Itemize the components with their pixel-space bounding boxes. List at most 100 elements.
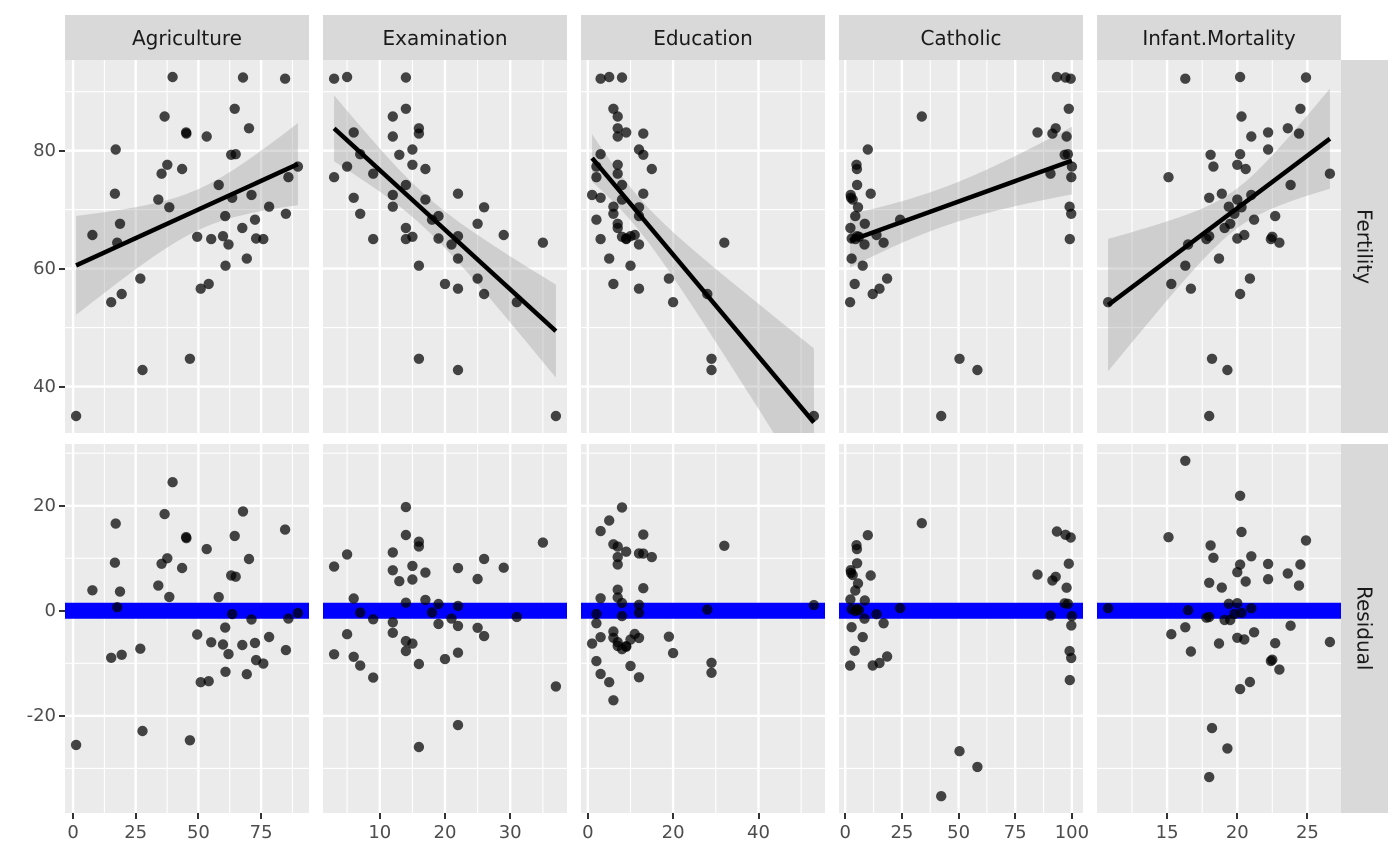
- scatter-point: [258, 658, 269, 669]
- scatter-point: [387, 201, 398, 212]
- scatter-point: [1066, 620, 1077, 631]
- scatter-point: [137, 364, 148, 376]
- scatter-point: [595, 73, 606, 84]
- scatter-point: [604, 515, 615, 526]
- scatter-point: [1201, 233, 1212, 245]
- scatter-points: [586, 71, 820, 422]
- scatter-point: [407, 560, 418, 572]
- scatter-point: [646, 163, 657, 175]
- scatter-point: [400, 222, 412, 234]
- regression-line: [332, 126, 558, 333]
- scatter-point: [229, 530, 240, 542]
- scatter-point: [845, 192, 857, 203]
- scatter-point: [1262, 558, 1274, 570]
- fertility-panel-svg: [323, 60, 567, 433]
- scatter-point: [1246, 189, 1257, 201]
- scatter-point: [916, 111, 927, 122]
- scatter-point: [851, 159, 862, 170]
- scatter-point: [1246, 551, 1257, 562]
- scatter-point: [280, 208, 292, 219]
- column-strip-label: Agriculture: [132, 25, 242, 50]
- scatter-point: [808, 410, 820, 422]
- scatter-point: [859, 613, 870, 624]
- scatter-point: [550, 681, 562, 692]
- scatter-point: [871, 229, 882, 241]
- scatter-point: [1236, 202, 1247, 213]
- scatter-point: [612, 551, 623, 563]
- scatter-point: [1232, 194, 1243, 205]
- x-tick-mark: [378, 813, 381, 819]
- x-tick-label: 50: [947, 822, 971, 843]
- scatter-point: [341, 549, 353, 560]
- scatter-point: [400, 179, 412, 191]
- scatter-point: [1201, 612, 1212, 623]
- panel-grid: [65, 444, 309, 813]
- scatter-point: [621, 546, 632, 557]
- scatter-point: [608, 103, 619, 114]
- scatter-point: [857, 260, 868, 271]
- column-strip-label: Catholic: [920, 25, 1002, 50]
- x-axis-agriculture: 0 25 50 75: [65, 813, 309, 865]
- scatter-point: [439, 278, 451, 290]
- scatter-point: [638, 529, 649, 540]
- scatter-point: [1244, 676, 1256, 688]
- x-tick-label: 0: [582, 822, 594, 843]
- scatter-point: [206, 637, 217, 648]
- scatter-point: [511, 297, 522, 308]
- scatter-point: [70, 739, 82, 751]
- scatter-point: [591, 655, 602, 667]
- scatter-point: [1102, 297, 1114, 308]
- scatter-point: [638, 583, 649, 594]
- scatter-point: [916, 518, 927, 529]
- scatter-point: [407, 574, 418, 585]
- scatter-point: [1205, 149, 1216, 160]
- scatter-point: [667, 297, 679, 308]
- scatter-point: [1262, 144, 1274, 155]
- scatter-point: [845, 594, 856, 605]
- scatter-point: [608, 201, 619, 212]
- regression-line: [590, 156, 816, 424]
- scatter-point: [203, 278, 214, 290]
- scatter-point: [808, 599, 820, 611]
- fertility-panel-svg: [1097, 60, 1341, 433]
- scatter-point: [279, 524, 291, 535]
- scatter-point: [223, 648, 234, 660]
- scatter-point: [478, 288, 490, 300]
- scatter-point: [706, 364, 717, 376]
- x-tick-mark: [757, 813, 760, 819]
- scatter-point: [348, 651, 359, 662]
- scatter-point: [1267, 654, 1278, 665]
- panel-background: [839, 60, 1083, 433]
- scatter-point: [633, 607, 645, 618]
- y-axis-fertility: 40 60 80: [0, 60, 65, 433]
- scatter-point: [1236, 111, 1247, 122]
- y-axis-residual: -20 0 20: [0, 444, 65, 813]
- scatter-point: [846, 622, 857, 633]
- x-tick-label: 10: [368, 822, 392, 843]
- scatter-point: [1163, 172, 1174, 183]
- scatter-point: [1223, 598, 1234, 609]
- residual-panel-svg: [1097, 444, 1341, 813]
- scatter-point: [164, 591, 175, 603]
- scatter-point: [263, 631, 275, 643]
- scatter-points: [1102, 71, 1336, 422]
- scatter-point: [616, 597, 628, 609]
- scatter-point: [159, 508, 170, 520]
- scatter-point: [706, 667, 717, 678]
- x-tick-label: 75: [1003, 822, 1027, 843]
- scatter-point: [1204, 771, 1215, 783]
- scatter-point: [87, 585, 98, 596]
- scatter-point: [511, 611, 522, 623]
- x-tick-label: 75: [249, 822, 273, 843]
- scatter-point: [853, 604, 865, 616]
- scatter-point: [936, 791, 947, 802]
- scatter-point: [616, 72, 628, 83]
- scatter-point: [1180, 260, 1191, 271]
- y-tick-mark: [59, 149, 65, 152]
- scatter-point: [1061, 582, 1072, 593]
- scatter-point: [452, 562, 464, 574]
- scatter-point: [591, 161, 602, 172]
- scatter-point: [241, 669, 252, 680]
- x-tick-label: 20: [1225, 822, 1249, 843]
- scatter-point: [1324, 168, 1336, 179]
